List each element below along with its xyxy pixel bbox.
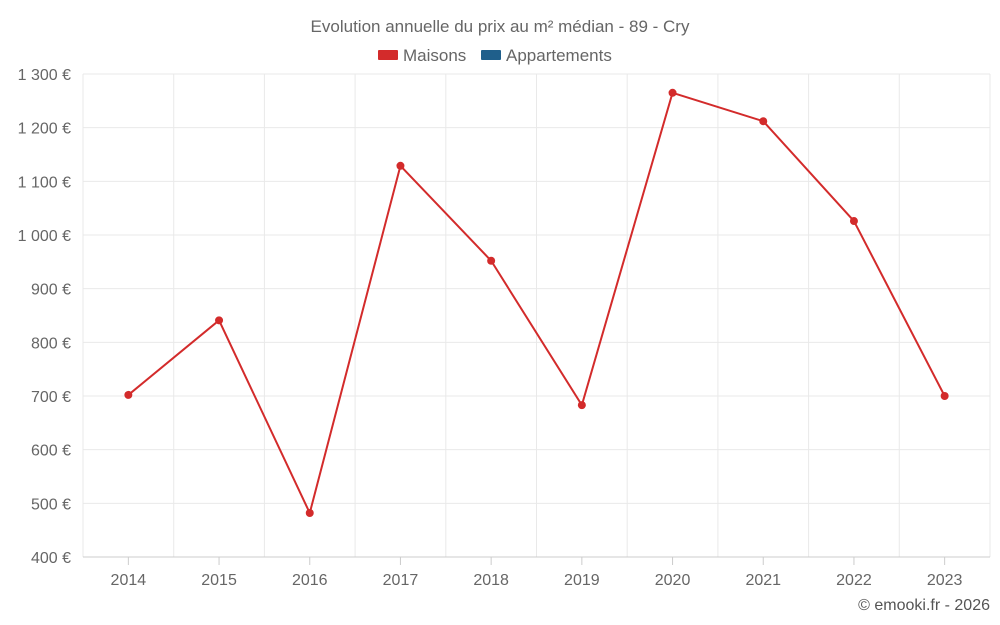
legend-label-maisons: Maisons — [403, 46, 466, 65]
x-tick-label: 2017 — [383, 572, 419, 589]
x-tick-label: 2021 — [745, 572, 781, 589]
x-tick-label: 2016 — [292, 572, 328, 589]
y-tick-label: 1 300 € — [18, 67, 71, 84]
y-tick-label: 900 € — [31, 282, 71, 299]
legend-item-maisons[interactable]: Maisons — [378, 46, 466, 65]
y-tick-label: 400 € — [31, 550, 71, 567]
y-tick-label: 600 € — [31, 443, 71, 460]
legend-label-appartements: Appartements — [506, 46, 612, 65]
series-line-maisons — [127, 91, 946, 514]
credit-text: © emooki.fr - 2026 — [858, 597, 990, 614]
data-point-maisons-2020[interactable] — [668, 88, 677, 97]
legend: Maisons Appartements — [378, 46, 612, 65]
x-tick-label: 2015 — [201, 572, 237, 589]
y-tick-label: 1 000 € — [18, 228, 71, 245]
data-point-maisons-2021[interactable] — [759, 117, 768, 126]
y-tick-label: 800 € — [31, 335, 71, 352]
gridlines — [82, 73, 991, 557]
data-point-maisons-2023[interactable] — [940, 392, 949, 400]
x-axis-ticks: 2014 2015 2016 2017 2018 2019 2020 2021 2022 2023 — [111, 557, 963, 589]
chart-title: Evolution annuelle du prix au m² médian … — [311, 17, 690, 36]
legend-swatch-appartements — [481, 50, 501, 60]
data-point-maisons-2022[interactable] — [849, 217, 858, 226]
data-point-maisons-2019[interactable] — [577, 401, 586, 410]
data-point-maisons-2017[interactable] — [396, 161, 405, 170]
x-tick-label: 2019 — [564, 572, 600, 589]
legend-swatch-maisons — [378, 50, 398, 60]
x-tick-label: 2018 — [473, 572, 509, 589]
y-tick-label: 1 100 € — [18, 174, 71, 191]
y-tick-label: 1 200 € — [18, 121, 71, 138]
x-tick-label: 2020 — [655, 572, 691, 589]
y-tick-label: 700 € — [31, 389, 71, 406]
data-point-maisons-2014[interactable] — [124, 390, 133, 399]
legend-item-appartements[interactable]: Appartements — [481, 46, 612, 65]
data-point-maisons-2018[interactable] — [487, 256, 496, 265]
y-tick-label: 500 € — [31, 496, 71, 513]
series-maisons — [124, 88, 949, 517]
x-tick-label: 2022 — [836, 572, 872, 589]
data-point-maisons-2016[interactable] — [305, 508, 314, 517]
data-point-maisons-2015[interactable] — [215, 316, 224, 325]
y-axis-ticks: 400 € 500 € 600 € 700 € 800 € 900 € 1 000 € 1 1… — [18, 67, 71, 567]
x-tick-label: 2014 — [111, 572, 147, 589]
x-tick-label: 2023 — [927, 572, 963, 589]
